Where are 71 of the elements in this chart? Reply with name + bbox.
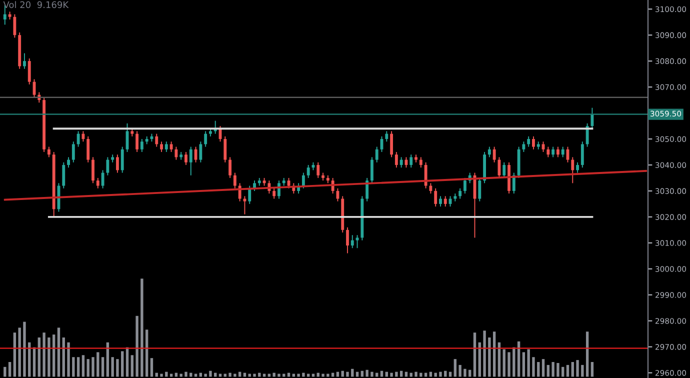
bar — [278, 374, 280, 377]
bar — [370, 372, 374, 377]
bar — [326, 374, 330, 377]
bar — [150, 358, 154, 377]
bar — [552, 362, 554, 377]
bar — [184, 372, 188, 377]
bar — [204, 374, 207, 377]
bar — [136, 316, 138, 377]
bar — [464, 368, 466, 377]
bar — [302, 372, 305, 377]
bar — [165, 372, 168, 377]
bar — [101, 357, 104, 377]
bar — [72, 357, 75, 377]
bar — [439, 372, 442, 377]
bar — [532, 357, 535, 377]
bar — [590, 362, 594, 377]
bar — [537, 362, 540, 377]
bar — [140, 278, 144, 377]
bar — [96, 352, 100, 377]
bar — [420, 372, 422, 377]
bar — [483, 330, 486, 377]
bar — [228, 372, 232, 377]
bar — [542, 359, 545, 377]
bar — [111, 357, 114, 377]
bar — [527, 349, 530, 377]
bar — [561, 366, 564, 377]
bar — [48, 337, 50, 377]
bar — [546, 364, 550, 377]
bar — [86, 359, 90, 377]
bar — [253, 374, 256, 377]
bar — [322, 374, 324, 377]
bar — [458, 364, 462, 377]
bar — [57, 328, 60, 377]
bar — [92, 357, 94, 377]
bar — [434, 372, 437, 377]
bar — [571, 362, 574, 377]
bar — [502, 349, 506, 377]
bar — [234, 374, 236, 377]
bar — [586, 332, 589, 377]
bar — [8, 362, 12, 377]
bar — [297, 374, 300, 377]
bar — [390, 372, 393, 377]
bar — [116, 359, 119, 377]
bar — [82, 355, 85, 377]
bar — [522, 352, 526, 377]
bar — [121, 351, 124, 377]
bar — [366, 370, 368, 377]
bar — [414, 372, 418, 377]
bar — [576, 360, 579, 377]
bar — [130, 355, 134, 377]
bar — [209, 370, 212, 377]
bar — [395, 372, 398, 377]
bar — [272, 372, 276, 377]
bar — [508, 352, 510, 377]
bar — [23, 322, 26, 377]
bar — [566, 364, 570, 377]
bar — [556, 362, 560, 377]
bar — [180, 374, 182, 377]
bar — [160, 374, 163, 377]
bar — [76, 357, 80, 377]
bar — [145, 330, 148, 377]
bar — [18, 328, 21, 377]
bar — [67, 342, 70, 377]
bar — [488, 337, 491, 377]
bar — [581, 364, 584, 377]
bar — [492, 332, 496, 377]
bar — [4, 366, 6, 377]
bar — [346, 372, 349, 377]
bar — [42, 332, 46, 377]
bar — [454, 359, 457, 377]
annotation: Vol 20 9.169K — [3, 1, 69, 8]
